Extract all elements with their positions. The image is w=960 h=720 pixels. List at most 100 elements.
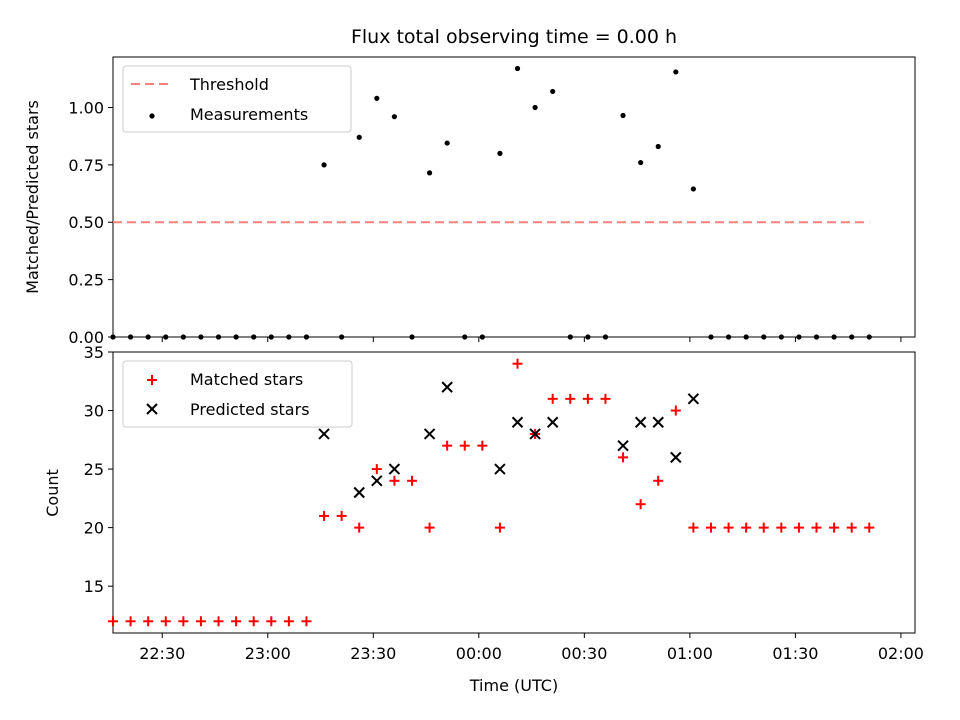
bottom-x-tick-label: 00:00 <box>456 644 502 663</box>
matched-star-point <box>178 616 189 627</box>
matched-star-point <box>354 522 365 533</box>
matched-star-point <box>143 616 154 627</box>
measurement-point <box>356 134 362 140</box>
bottom-x-tick-label: 00:30 <box>561 644 607 663</box>
matched-star-point <box>301 616 312 627</box>
predicted-star-point <box>423 428 436 440</box>
predicted-star-point <box>687 393 700 405</box>
measurement-point <box>567 334 573 340</box>
measurement-point <box>198 334 204 340</box>
matched-star-point <box>336 510 347 521</box>
matched-star-point <box>653 475 664 486</box>
matched-star-point <box>248 616 259 627</box>
matched-star-point <box>758 522 769 533</box>
predicted-star-point <box>388 463 401 475</box>
matched-star-point <box>494 522 505 533</box>
top-panel: 0.00 0.25 0.50 0.75 1.00 Threshold Measurement… <box>68 56 916 347</box>
matched-star-point <box>670 405 681 416</box>
bottom-y-tick-label: 20 <box>84 519 104 538</box>
matched-star-point <box>846 522 857 533</box>
measurement-point <box>374 95 380 101</box>
legend-measurements-swatch <box>149 113 155 119</box>
measurement-point <box>251 334 257 340</box>
matched-star-point <box>582 393 593 404</box>
measurement-point <box>690 186 696 192</box>
legend-predicted-swatch <box>146 403 158 415</box>
predicted-star-point <box>353 486 365 499</box>
matched-star-point <box>266 616 277 627</box>
measurement-point <box>180 334 186 340</box>
predicted-star-point <box>529 428 541 440</box>
top-y-axis-label: Matched/Predicted stars <box>23 100 42 294</box>
measurement-point <box>110 334 116 340</box>
bottom-y-tick-label: 30 <box>84 402 104 421</box>
bottom-x-tick-label: 22:30 <box>139 644 185 663</box>
bottom-x-tick-label: 23:30 <box>350 644 396 663</box>
matched-star-point <box>776 522 787 533</box>
matched-star-point <box>371 464 382 475</box>
measurement-point <box>303 334 310 340</box>
matched-star-point <box>406 475 417 486</box>
matched-star-point <box>600 393 611 404</box>
matched-star-point <box>793 522 804 533</box>
measurement-point <box>673 69 679 75</box>
predicted-star-point <box>634 416 647 428</box>
bottom-x-tick-label: 01:00 <box>667 644 713 663</box>
bottom-panel: 15 20 25 30 35 22:30 23:00 23:30 00:00 00:30 01:00… <box>84 343 924 663</box>
matched-star-point <box>829 522 840 533</box>
measurement-point <box>866 334 872 340</box>
predicted-star-point <box>511 416 524 428</box>
matched-star-point <box>723 522 734 533</box>
measurement-point <box>849 334 855 340</box>
legend-matched-label: Matched stars <box>190 370 303 389</box>
top-plot-frame <box>112 56 916 338</box>
measurement-point <box>743 334 749 340</box>
top-y-tick-label: 0.75 <box>68 156 104 175</box>
measurement-point <box>655 143 661 150</box>
matched-star-point <box>565 393 576 404</box>
bottom-y-axis-label: Count <box>43 469 62 517</box>
legend-measurements-label: Measurements <box>190 105 308 124</box>
matched-star-point <box>741 522 752 533</box>
predicted-star-point <box>494 463 506 475</box>
measurement-point <box>831 334 837 340</box>
measurement-point <box>268 334 274 340</box>
measurement-point <box>550 88 556 95</box>
matched-star-point <box>705 522 716 533</box>
matched-star-point <box>547 393 558 404</box>
matched-star-point <box>389 475 400 486</box>
matched-star-point <box>811 522 822 533</box>
top-chart-title: Flux total observing time = 0.00 h <box>351 26 677 48</box>
predicted-star-point <box>371 475 383 487</box>
measurement-point <box>638 159 644 166</box>
measurement-point <box>725 334 732 340</box>
matched-star-point <box>477 440 488 451</box>
measurement-point <box>462 334 468 340</box>
measurement-point <box>497 150 503 156</box>
matched-star-point <box>688 522 699 533</box>
measurement-point <box>409 334 415 340</box>
measurement-point <box>602 334 609 340</box>
bottom-plot-frame <box>112 351 916 634</box>
predicted-star-point <box>652 416 664 428</box>
matched-star-point <box>160 616 171 627</box>
legend-predicted-label: Predicted stars <box>190 400 310 419</box>
matched-star-point <box>635 499 646 510</box>
matched-star-point <box>864 522 875 533</box>
bottom-legend-box <box>122 360 353 428</box>
measurement-point <box>391 114 398 120</box>
matched-star-point <box>108 616 118 627</box>
predicted-star-point <box>441 381 453 393</box>
predicted-star-point <box>670 451 682 464</box>
measurement-point <box>233 334 239 340</box>
matched-star-point <box>512 358 523 369</box>
bottom-x-tick-label: 23:00 <box>245 644 291 663</box>
measurement-point <box>514 65 521 72</box>
bottom-y-tick-label: 35 <box>84 343 104 362</box>
top-y-tick-label: 0.50 <box>68 213 104 232</box>
matched-star-point <box>459 440 470 451</box>
measurement-point <box>339 334 345 340</box>
x-axis-label: Time (UTC) <box>469 676 558 695</box>
bottom-y-tick-label: 15 <box>84 577 104 596</box>
